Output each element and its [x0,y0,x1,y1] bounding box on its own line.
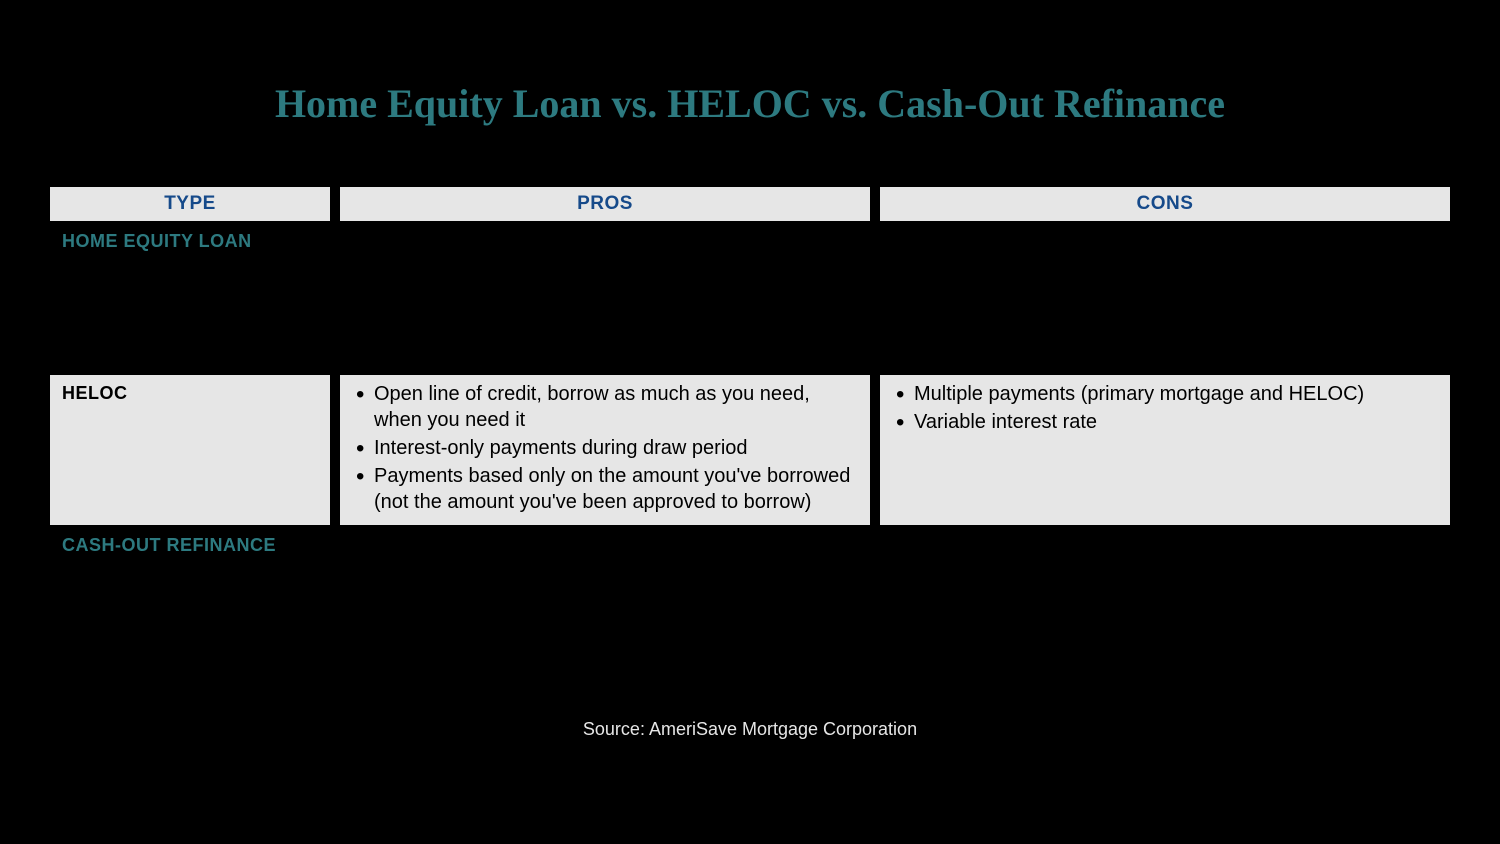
page-title: Home Equity Loan vs. HELOC vs. Cash-Out … [275,80,1225,127]
pros-list: Open line of credit, borrow as much as y… [352,381,858,515]
source-attribution: Source: AmeriSave Mortgage Corporation [50,719,1450,740]
header-type: TYPE [50,187,330,221]
list-item: Variable interest rate [896,409,1438,435]
list-item: Payments based only on the amount you've… [356,463,858,515]
comparison-table: TYPE PROS CONS HOME EQUITY LOAN HELOC Op… [50,187,1450,679]
table-row: CASH-OUT REFINANCE [50,527,1450,677]
list-item: Multiple payments (primary mortgage and … [896,381,1438,407]
row-cons-cell: Multiple payments (primary mortgage and … [880,375,1450,525]
row-type-label: HELOC [50,375,330,525]
row-pros-cell [340,223,870,373]
row-cons-cell [880,527,1450,677]
cons-list: Multiple payments (primary mortgage and … [892,381,1438,435]
header-pros: PROS [340,187,870,221]
row-type-label: HOME EQUITY LOAN [50,223,330,373]
row-type-label: CASH-OUT REFINANCE [50,527,330,677]
table-header-row: TYPE PROS CONS [50,187,1450,221]
row-pros-cell: Open line of credit, borrow as much as y… [340,375,870,525]
table-row: HELOC Open line of credit, borrow as muc… [50,375,1450,525]
list-item: Interest-only payments during draw perio… [356,435,858,461]
row-cons-cell [880,223,1450,373]
table-row: HOME EQUITY LOAN [50,223,1450,373]
row-pros-cell [340,527,870,677]
list-item: Open line of credit, borrow as much as y… [356,381,858,433]
header-cons: CONS [880,187,1450,221]
